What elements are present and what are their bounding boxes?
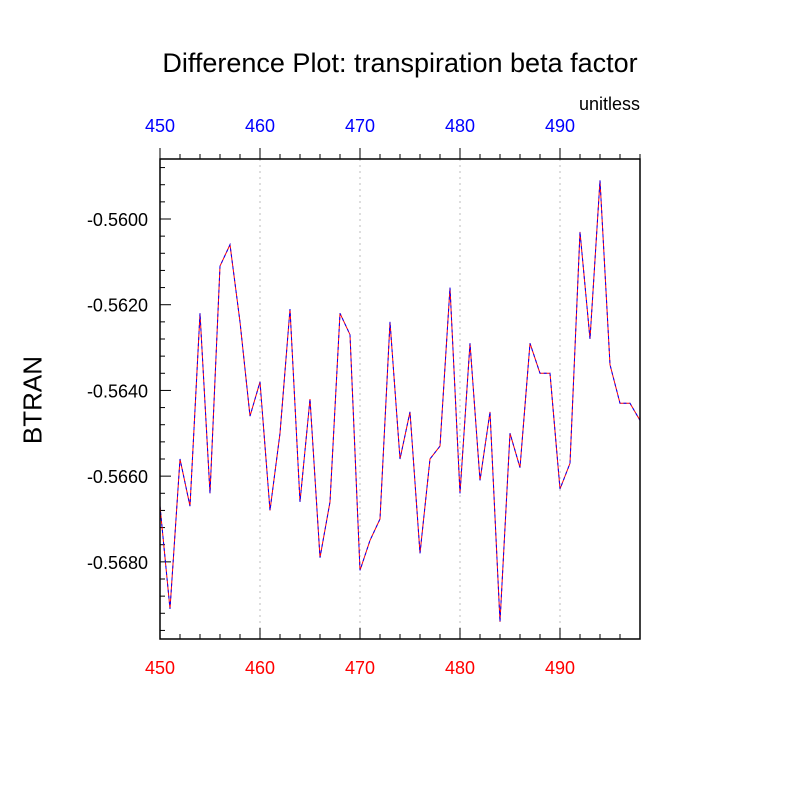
- bottom-x-tick-label: 470: [345, 658, 375, 678]
- top-x-tick-label: 450: [145, 116, 175, 136]
- top-x-tick-label: 490: [545, 116, 575, 136]
- top-x-tick-label: 480: [445, 116, 475, 136]
- y-tick-label: -0.5640: [87, 381, 148, 401]
- series-lines: [159, 180, 641, 622]
- chart-title: Difference Plot: transpiration beta fact…: [162, 48, 638, 78]
- top-x-tick-label: 460: [245, 116, 275, 136]
- gridlines: [259, 159, 561, 639]
- top-x-tick-label: 470: [345, 116, 375, 136]
- y-tick-label: -0.5680: [87, 553, 148, 573]
- bottom-x-tick-label: 480: [445, 658, 475, 678]
- series-line-1: [159, 180, 641, 622]
- series-line-2: [159, 180, 641, 622]
- y-tick-label: -0.5600: [87, 210, 148, 230]
- y-axis-label: BTRAN: [17, 355, 48, 445]
- units-label: unitless: [578, 94, 640, 114]
- tick-labels: 450 450 460 460 470 470 480 480 490 490 -0.5600 -0.…: [87, 116, 575, 678]
- bottom-x-tick-label: 460: [245, 658, 275, 678]
- y-tick-label: -0.5620: [87, 296, 148, 316]
- bottom-x-tick-label: 450: [145, 658, 175, 678]
- y-tick-label: -0.5660: [87, 467, 148, 487]
- bottom-x-tick-label: 490: [545, 658, 575, 678]
- plot-frame: [159, 158, 641, 640]
- axis-ticks: [159, 148, 641, 639]
